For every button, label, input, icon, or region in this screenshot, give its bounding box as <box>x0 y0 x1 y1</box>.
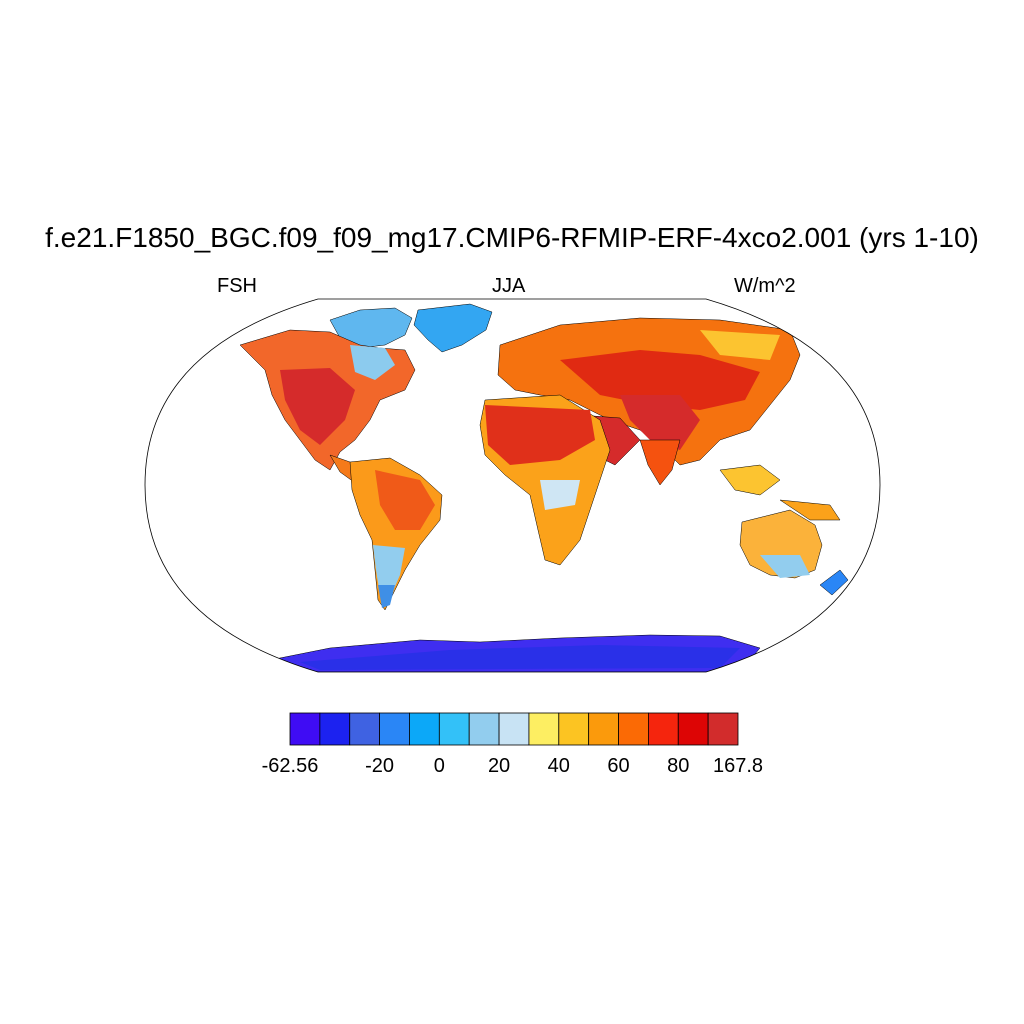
colorbar-tick-label: -20 <box>365 755 394 777</box>
map-title: f.e21.F1850_BGC.f09_f09_mg17.CMIP6-RFMIP… <box>45 222 979 253</box>
colorbar-tick-label: -62.56 <box>262 755 319 777</box>
colorbar-box <box>498 712 530 746</box>
season-label: JJA <box>492 275 526 297</box>
colorbar-box <box>558 712 590 746</box>
colorbar-box <box>379 712 410 746</box>
colorbar-tick-label: 167.8 <box>713 755 763 777</box>
colorbar-box <box>588 712 619 746</box>
units-label: W/m^2 <box>734 275 796 297</box>
colorbar-box <box>468 712 500 746</box>
colorbar-tick-label: 0 <box>434 755 445 777</box>
colorbar-tick-label: 40 <box>548 755 570 777</box>
colorbar-box <box>528 712 560 746</box>
colorbar-box <box>677 712 709 746</box>
colorbar-box <box>648 712 679 746</box>
colorbar-tick-label: 60 <box>607 755 629 777</box>
colorbar-tick-label: 20 <box>488 755 510 777</box>
colorbar-box <box>438 712 470 746</box>
colorbar-box <box>349 712 381 746</box>
colorbar-box <box>289 712 321 746</box>
colorbar-box <box>707 712 739 746</box>
variable-label: FSH <box>217 275 257 297</box>
colorbar-box <box>409 712 440 746</box>
colorbar-tick-label: 80 <box>667 755 689 777</box>
map-boundary <box>144 298 881 673</box>
greenland-region <box>413 303 493 353</box>
colorbar-box <box>319 712 351 746</box>
colorbar-box <box>618 712 649 746</box>
